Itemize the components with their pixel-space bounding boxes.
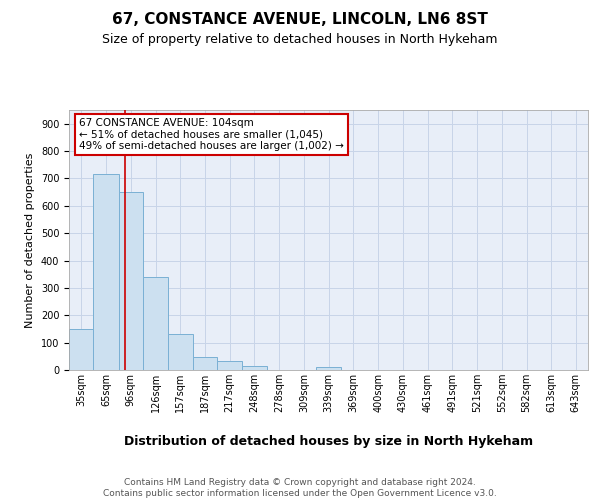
Text: Contains HM Land Registry data © Crown copyright and database right 2024.
Contai: Contains HM Land Registry data © Crown c…: [103, 478, 497, 498]
Text: Size of property relative to detached houses in North Hykeham: Size of property relative to detached ho…: [102, 32, 498, 46]
Bar: [168, 334, 193, 370]
Bar: [94, 174, 119, 370]
Bar: [119, 192, 143, 370]
Bar: [242, 366, 266, 370]
Bar: [316, 368, 341, 370]
Bar: [143, 278, 168, 370]
Y-axis label: Number of detached properties: Number of detached properties: [25, 152, 35, 328]
Text: 67, CONSTANCE AVENUE, LINCOLN, LN6 8ST: 67, CONSTANCE AVENUE, LINCOLN, LN6 8ST: [112, 12, 488, 28]
Text: 67 CONSTANCE AVENUE: 104sqm
← 51% of detached houses are smaller (1,045)
49% of : 67 CONSTANCE AVENUE: 104sqm ← 51% of det…: [79, 118, 344, 151]
Bar: [69, 329, 94, 370]
Bar: [217, 361, 242, 370]
Bar: [193, 358, 217, 370]
Text: Distribution of detached houses by size in North Hykeham: Distribution of detached houses by size …: [124, 435, 533, 448]
